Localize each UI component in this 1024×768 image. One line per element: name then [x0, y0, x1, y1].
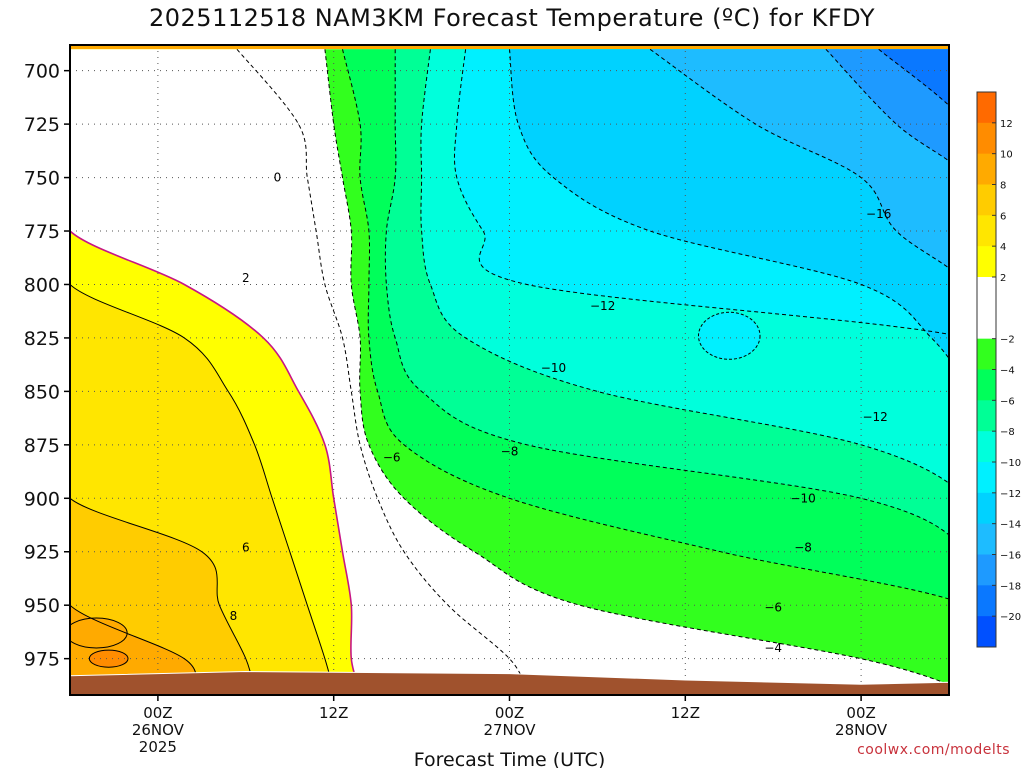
contour-line [509, 49, 949, 360]
contour-line [324, 49, 949, 685]
credit-text: coolwx.com/modelts [857, 742, 1010, 758]
contour-label: 8 [230, 609, 238, 623]
colorbar-swatch [977, 338, 996, 370]
y-tick-label: 875 [24, 435, 60, 457]
contour-label: 6 [242, 540, 250, 554]
colorbar-label: −8 [1000, 427, 1015, 438]
y-tick-label: 825 [24, 328, 60, 350]
colorbar-label: −6 [1000, 396, 1015, 407]
colorbar-swatch [977, 554, 996, 586]
contour-line [70, 49, 361, 691]
contour-line [420, 49, 949, 484]
ground-layer [70, 670, 949, 695]
colorbar-label: −16 [1000, 551, 1021, 562]
colorbar-swatch [977, 92, 996, 124]
y-tick-label: 900 [24, 488, 60, 510]
colorbar: 12 10 8 6 4 2 −2 −4 −6 −8 −10 −12 −14 −16 −18 −20 [976, 91, 1021, 648]
x-tick-label: 26NOV [132, 721, 185, 739]
contour-line [70, 49, 256, 691]
contour-line [342, 49, 949, 600]
page-title: 2025112518 NAM3KM Forecast Temperature (… [148, 4, 875, 32]
x-tick-label: 00Z [846, 704, 875, 722]
y-tick-label: 700 [24, 61, 60, 83]
contour-label: −4 [764, 641, 782, 655]
colorbar-swatch [977, 215, 996, 247]
y-tick-label: 925 [24, 542, 60, 564]
x-tick-label: 00Z [143, 704, 172, 722]
contour-label: −8 [794, 540, 812, 554]
cold-pocket [697, 311, 761, 360]
y-tick-label: 850 [24, 381, 60, 403]
contour-label: −12 [862, 410, 887, 424]
warm-pocket [88, 649, 129, 668]
grid-layer [70, 45, 949, 695]
y-tick-label: 725 [24, 114, 60, 136]
y-tick-label: 750 [24, 168, 60, 190]
contour-label: −10 [790, 491, 815, 505]
axes-layer: 70072575077580082585087590092595097500Z2… [24, 61, 888, 768]
colorbar-swatch [977, 523, 996, 555]
contour-label: 2 [242, 271, 250, 285]
warm-pocket [70, 617, 128, 649]
x-tick-label: 27NOV [483, 721, 536, 739]
colorbar-swatch [977, 184, 996, 216]
contour-line [236, 48, 528, 691]
colorbar-swatch [977, 431, 996, 463]
y-tick-label: 800 [24, 274, 60, 296]
temperature-band [878, 49, 949, 106]
colorbar-label: −20 [1000, 612, 1021, 623]
contour-label: −10 [541, 361, 566, 375]
colorbar-label: 6 [1000, 211, 1006, 222]
contour-line [649, 48, 949, 269]
contour-line [384, 49, 949, 536]
colorbar-swatch [977, 616, 996, 648]
temperature-band [650, 49, 949, 269]
colorbar-label: 2 [1000, 273, 1006, 284]
contour-line [70, 49, 335, 691]
contour-line-layer [70, 48, 949, 691]
x-tick-label: 00Z [495, 704, 524, 722]
contour-line [70, 49, 197, 691]
colorbar-label: −12 [1000, 489, 1021, 500]
contour-label-layer: 0 2 6 8 −6 −8 −10 −12 −16 −12 −10 −8 −6 −4 [230, 171, 892, 655]
colorbar-swatch [977, 277, 996, 309]
contour-label: 0 [274, 171, 282, 185]
temperature-fill-layer [70, 45, 949, 695]
y-tick-label: 775 [24, 221, 60, 243]
y-tick-label: 975 [24, 649, 60, 671]
contour-label: −6 [383, 451, 401, 465]
colorbar-swatch [977, 307, 996, 340]
colorbar-swatch [977, 153, 996, 185]
colorbar-swatch [977, 122, 996, 155]
colorbar-label: 4 [1000, 242, 1006, 253]
colorbar-label: 10 [1000, 150, 1013, 161]
colorbar-label: −2 [1000, 335, 1015, 346]
colorbar-swatch [977, 462, 996, 494]
x-tick-label: 12Z [319, 704, 348, 722]
colorbar-swatch [977, 369, 996, 401]
colorbar-label: −4 [1000, 366, 1015, 377]
colorbar-label: −14 [1000, 520, 1021, 531]
colorbar-swatch [977, 585, 996, 617]
x-tick-label: 12Z [671, 704, 700, 722]
colorbar-swatch [977, 246, 996, 278]
colorbar-swatch [977, 492, 996, 525]
x-tick-label: 2025 [139, 738, 177, 756]
colorbar-swatch [977, 400, 996, 432]
colorbar-label: −18 [1000, 581, 1021, 592]
colorbar-label: 8 [1000, 181, 1006, 192]
x-axis-label: Forecast Time (UTC) [414, 749, 605, 768]
contour-label: −12 [590, 299, 615, 313]
colorbar-label: 12 [1000, 119, 1013, 130]
contour-label: −8 [501, 444, 519, 458]
x-tick-label: 28NOV [835, 721, 888, 739]
ground-surface [70, 670, 949, 695]
contour-label: −6 [764, 600, 782, 614]
contour-label: −16 [866, 207, 891, 221]
colorbar-label: −10 [1000, 458, 1021, 469]
y-tick-label: 950 [24, 595, 60, 617]
